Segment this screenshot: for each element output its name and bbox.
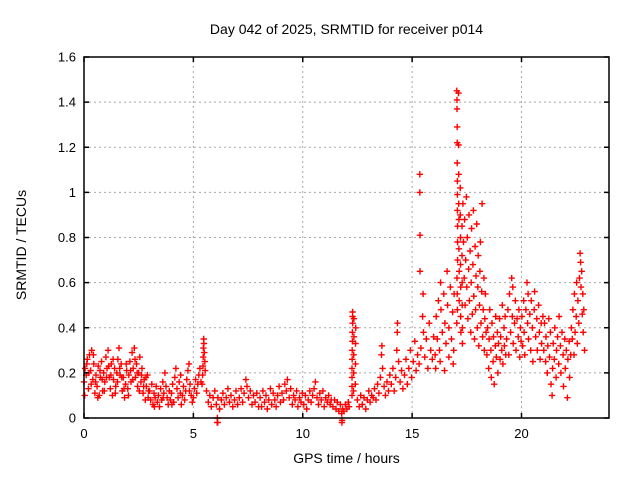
y-tick-label: 0.8	[58, 230, 76, 245]
x-tick-labels: 0 5 10 15 20	[80, 426, 528, 441]
grid-lines	[84, 57, 609, 418]
y-tick-label: 0.2	[58, 365, 76, 380]
y-tick-label: 1.4	[58, 95, 76, 110]
x-tick-label: 0	[80, 426, 87, 441]
chart-title: Day 042 of 2025, SRMTID for receiver p01…	[209, 21, 484, 37]
x-axis-label: GPS time / hours	[293, 450, 400, 466]
tick-marks	[83, 56, 609, 419]
y-tick-label: 0.4	[58, 320, 76, 335]
x-tick-label: 20	[514, 426, 528, 441]
y-tick-label: 0.6	[58, 275, 76, 290]
y-tick-label: 1.2	[58, 140, 76, 155]
y-tick-labels: 0 0.2 0.4 0.6 0.8 1 1.2 1.4 1.6	[58, 50, 76, 426]
y-tick-label: 1.6	[58, 50, 76, 65]
x-tick-label: 10	[296, 426, 310, 441]
y-tick-label: 1	[69, 185, 76, 200]
data-points	[80, 87, 588, 426]
x-tick-label: 15	[405, 426, 419, 441]
y-tick-label: 0	[69, 411, 76, 426]
x-tick-label: 5	[190, 426, 197, 441]
